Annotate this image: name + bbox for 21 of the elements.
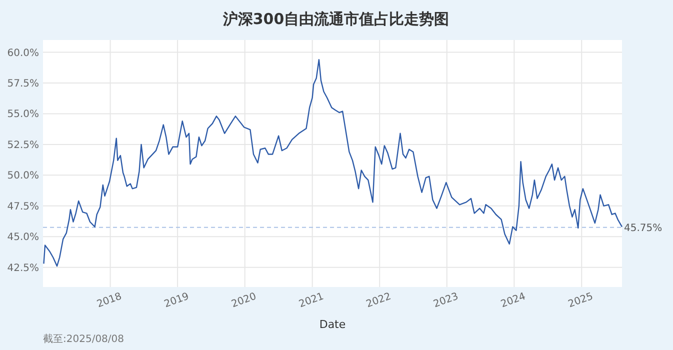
text: 截至:2025/08/08 bbox=[43, 333, 124, 345]
x-axis-title: Date bbox=[319, 318, 346, 331]
x-tick-label: 2022 bbox=[364, 291, 393, 310]
x-tick-label: 2020 bbox=[230, 291, 258, 310]
y-tick-label: 45.0% bbox=[7, 232, 39, 244]
x-tick-label: 2024 bbox=[499, 291, 528, 310]
x-tick-label: 2025 bbox=[566, 291, 595, 310]
line-series bbox=[43, 59, 623, 267]
y-tick-label: 60.0% bbox=[7, 48, 39, 59]
chart-title: 沪深300自由流通市值占比走势图 bbox=[222, 10, 450, 28]
x-tick-label: 2018 bbox=[96, 291, 124, 310]
y-tick-label: 55.0% bbox=[7, 109, 39, 120]
ref-line-label: 45.75% bbox=[624, 222, 662, 234]
y-tick-label: 42.5% bbox=[7, 262, 39, 274]
y-tick-label: 47.5% bbox=[7, 201, 39, 212]
x-tick-label: 2019 bbox=[162, 291, 191, 310]
y-tick-label: 52.5% bbox=[7, 140, 39, 151]
x-tick-label: 2021 bbox=[298, 291, 326, 310]
x-tick-label: 2023 bbox=[432, 291, 460, 310]
y-tick-label: 57.5% bbox=[7, 78, 39, 90]
y-tick-label: 50.0% bbox=[7, 170, 39, 182]
